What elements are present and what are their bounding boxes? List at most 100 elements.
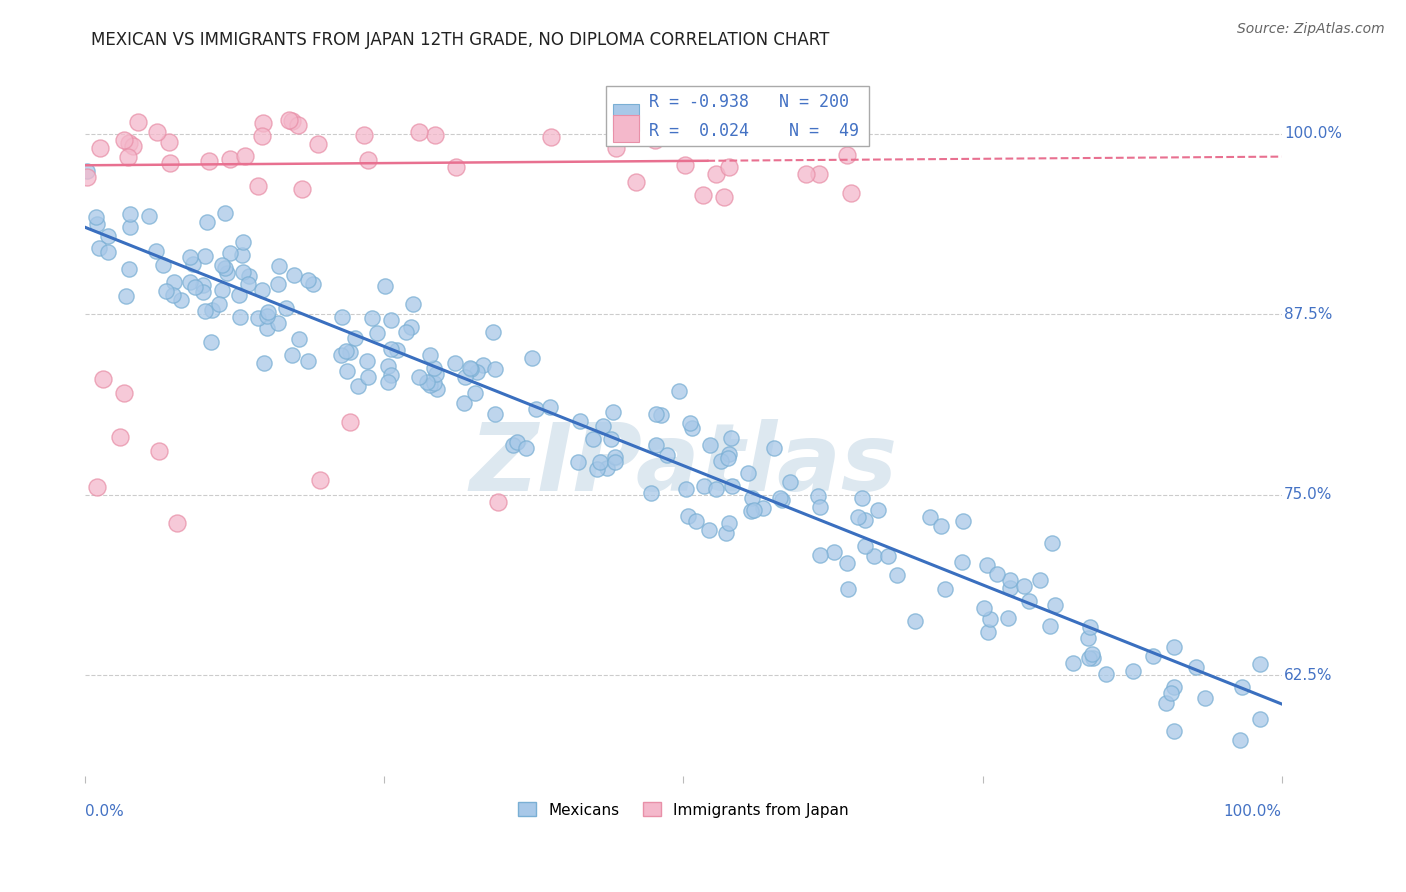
Point [713,190,735,204]
Point [138,210,160,224]
Point [920,510,942,524]
Point [330,310,353,325]
Point [408,370,430,384]
Point [1163,680,1185,694]
Point [257,304,280,318]
Point [704,167,727,181]
Point [997,611,1019,625]
Point [76,169,98,184]
Point [194,303,217,318]
Point [1062,656,1084,670]
Point [380,342,402,356]
Point [704,482,727,496]
Point [904,614,927,628]
Point [301,277,323,291]
Point [720,478,742,492]
Point [950,556,973,570]
Point [693,479,716,493]
Point [281,347,304,361]
Point [152,258,174,272]
Point [675,482,697,496]
Point [1163,724,1185,739]
Point [458,360,481,375]
Point [823,544,845,558]
Point [1249,657,1271,672]
Point [1029,573,1052,587]
Point [353,128,375,143]
Point [233,149,256,163]
Point [807,489,830,503]
Point [973,600,995,615]
Point [336,364,359,378]
Point [444,356,467,370]
Point [422,361,444,376]
Point [540,130,562,145]
Point [89,141,111,155]
Point [377,359,399,374]
Point [426,383,449,397]
Point [1160,686,1182,700]
Point [520,351,543,365]
Point [976,558,998,572]
Point [592,419,614,434]
Point [645,438,668,452]
Point [582,432,605,446]
Point [1081,648,1104,662]
Point [676,508,699,523]
Point [599,432,621,446]
FancyBboxPatch shape [613,104,640,131]
Point [159,156,181,170]
Point [979,612,1001,626]
Point [718,160,741,174]
Text: 0.0%: 0.0% [86,805,124,820]
Point [200,334,222,349]
Point [998,573,1021,587]
Point [644,408,666,422]
Point [339,415,361,429]
Point [184,280,207,294]
Text: R =  0.024    N =  49: R = 0.024 N = 49 [648,122,859,140]
Point [1045,598,1067,612]
Point [297,273,319,287]
Point [717,516,740,531]
Point [291,182,314,196]
Point [697,524,720,538]
Point [118,219,141,234]
Point [977,625,1000,640]
Point [835,148,858,162]
Point [157,135,180,149]
Point [1154,697,1177,711]
Point [357,153,380,168]
Point [1018,593,1040,607]
Point [929,519,952,533]
Point [453,395,475,409]
Text: 87.5%: 87.5% [1284,307,1333,321]
Point [252,116,274,130]
Point [377,375,399,389]
Point [568,414,591,428]
Point [408,125,430,139]
Point [146,126,169,140]
Point [307,136,329,151]
Point [1142,648,1164,663]
Point [851,491,873,505]
Point [86,218,108,232]
Point [644,133,666,147]
Point [115,289,138,303]
Point [681,420,703,434]
Point [155,284,177,298]
Point [416,375,439,389]
Point [344,331,367,345]
Point [868,503,890,517]
Point [1012,579,1035,593]
Point [515,442,537,456]
Point [853,539,876,553]
Point [267,259,290,273]
Point [309,473,332,487]
Point [211,283,233,297]
Point [214,206,236,220]
Point [228,288,250,302]
Point [380,368,402,382]
Point [808,548,831,562]
Point [127,115,149,129]
